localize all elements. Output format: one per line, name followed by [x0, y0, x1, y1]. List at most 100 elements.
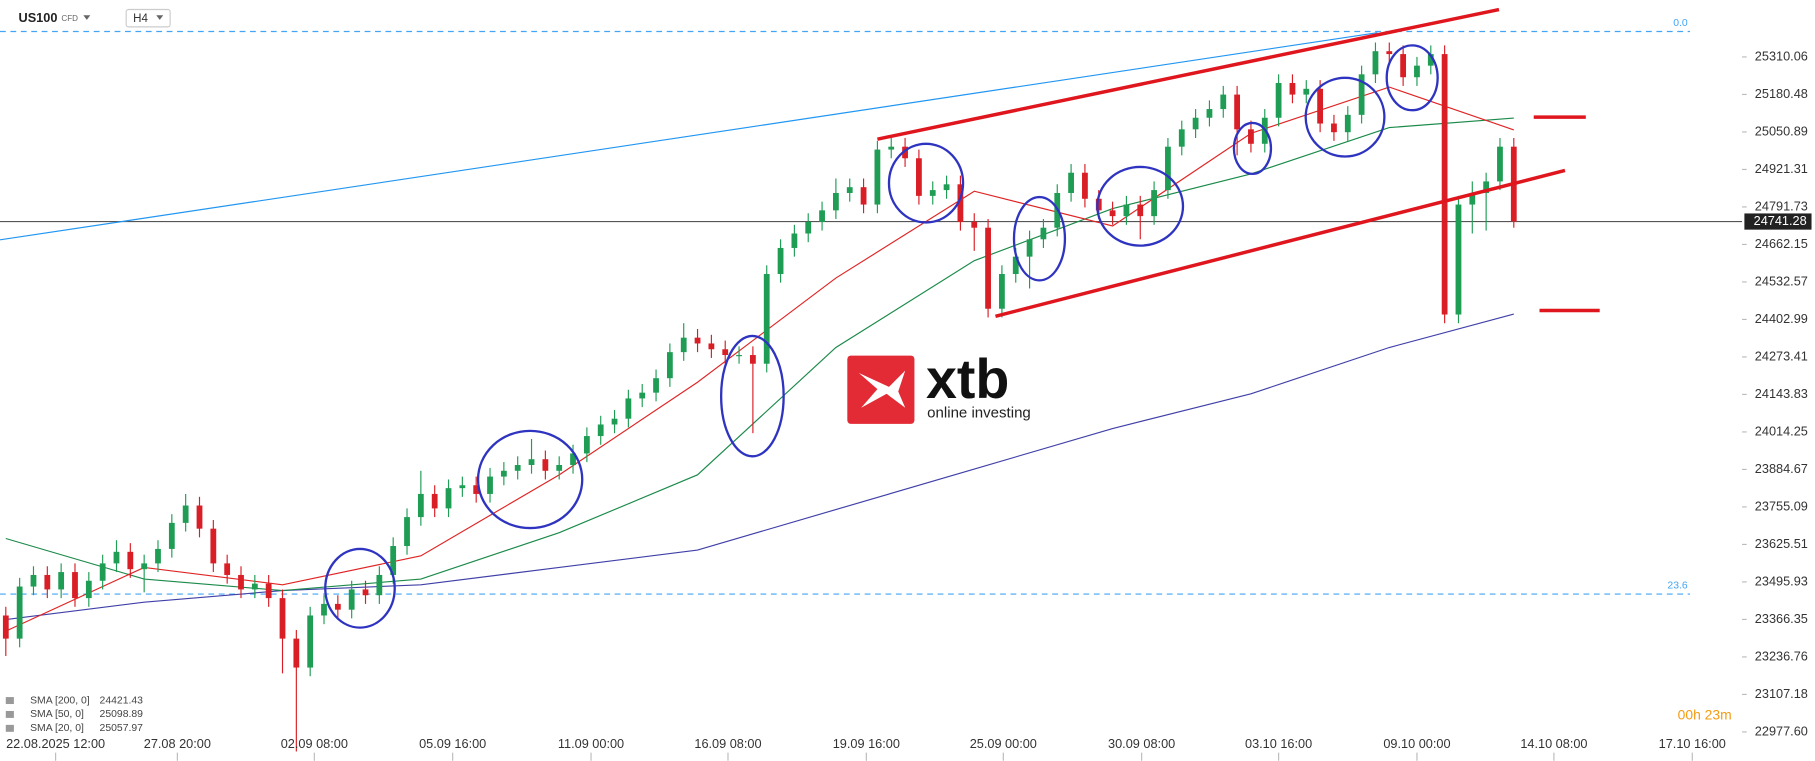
legend-value: 25098.89 [100, 709, 144, 720]
candle-body [1344, 114, 1351, 133]
candle-body [1248, 129, 1254, 144]
candle-body [1040, 227, 1047, 240]
ellipse [719, 334, 785, 458]
channel-bottom [995, 168, 1566, 318]
candle-body [1331, 123, 1337, 133]
y-tick-label: 24791.73 [1755, 198, 1808, 213]
candle-body [1220, 94, 1227, 110]
candle-body [1234, 94, 1241, 130]
candle-body [1455, 204, 1462, 315]
legend-icon [5, 697, 14, 705]
timeframe-box[interactable] [125, 8, 171, 28]
fib-label: 0.0 [1673, 18, 1688, 29]
candle-body [1178, 129, 1185, 147]
candle-body [888, 146, 895, 150]
x-tick-label: 30.09 08:00 [1108, 736, 1175, 751]
sma-line [5, 86, 1515, 632]
sma-line [5, 117, 1514, 592]
x-tick-label: 02.09 08:00 [281, 736, 348, 751]
channel-top [877, 7, 1500, 141]
legend-icon [5, 710, 14, 718]
x-tick-label: 16.09 08:00 [694, 736, 761, 751]
legend-name: SMA [50, 0] [30, 709, 84, 720]
candle-body [1400, 54, 1407, 78]
candle-body [1068, 172, 1074, 193]
candle-body [957, 184, 964, 222]
candle-body [1082, 172, 1088, 199]
candle-body [597, 424, 604, 437]
candle-body [1026, 239, 1033, 257]
candle-body [2, 615, 9, 639]
candle-body [971, 221, 978, 228]
candle-body [445, 488, 452, 509]
under-layer [0, 30, 1743, 752]
candle-body [196, 505, 203, 529]
candle-body [265, 583, 272, 599]
candle-body [943, 184, 950, 191]
y-tick-label: 23236.76 [1755, 648, 1808, 663]
toolbar: US100 CFD H4 [19, 8, 171, 28]
y-tick-label: 23625.51 [1755, 536, 1808, 551]
x-tick-label: 14.10 08:00 [1520, 736, 1587, 751]
x-tick-label: 17.10 16:00 [1659, 736, 1726, 751]
x-tick-label: 11.09 00:00 [558, 736, 624, 751]
y-tick-label: 22977.60 [1755, 723, 1808, 738]
candle-body [1165, 146, 1171, 191]
candle-body [500, 470, 507, 477]
candle-body [72, 572, 78, 599]
candle-body [459, 485, 466, 489]
candle-body [1095, 198, 1102, 211]
annotations [0, 7, 1600, 629]
ellipse [324, 547, 396, 629]
candle-body [1275, 83, 1282, 118]
candle-body [680, 337, 687, 353]
candle-body [1386, 51, 1393, 55]
x-tick-label: 03.10 16:00 [1245, 736, 1312, 751]
candle-body [376, 574, 383, 596]
candle-body [653, 378, 659, 393]
y-tick-label: 25310.06 [1755, 48, 1808, 63]
candle-body [210, 528, 217, 564]
candle-body [1206, 109, 1213, 118]
ellipse [887, 142, 965, 224]
legend-name: SMA [20, 0] [30, 723, 84, 734]
candle-body [1192, 117, 1199, 130]
candle-body [251, 583, 258, 590]
candle-body [805, 221, 812, 234]
candle-body [763, 274, 770, 364]
y-tick-label: 24921.31 [1755, 161, 1808, 176]
logo-mark [858, 370, 906, 408]
y-tick-label: 24273.41 [1755, 348, 1808, 363]
candle-body [639, 392, 646, 399]
brand: xtb [926, 348, 1009, 410]
instrument: CFD [61, 14, 78, 23]
sma-line [5, 313, 1514, 621]
ellipse [1304, 76, 1386, 158]
legend-name: SMA [200, 0] [30, 695, 90, 706]
candle-body [473, 485, 480, 494]
y-tick-label: 24532.57 [1755, 273, 1808, 288]
candle-body [113, 551, 120, 564]
candle-body [348, 589, 355, 610]
ellipse [1096, 165, 1185, 247]
y-tick-label: 23366.35 [1755, 611, 1808, 626]
fib-label: 23.6 [1667, 581, 1687, 592]
candle-body [127, 551, 134, 570]
candle-body [293, 638, 300, 668]
tagline: online investing [927, 404, 1031, 421]
candle-body [182, 505, 189, 523]
legend-value: 25057.97 [100, 723, 144, 734]
candle-body [777, 247, 784, 275]
dropdown[interactable] [156, 15, 164, 20]
dropdown[interactable] [83, 15, 91, 20]
x-tick-label: 22.08.2025 12:00 [6, 736, 105, 751]
x-tick-label: 05.09 16:00 [419, 736, 486, 751]
candle-body [487, 476, 493, 494]
candle-body [1151, 190, 1157, 217]
timeframe[interactable]: H4 [133, 13, 148, 25]
x-tick-label: 27.08 20:00 [144, 736, 211, 751]
candle-body [542, 459, 549, 471]
candle-body [929, 190, 936, 196]
candle-body [1137, 204, 1144, 217]
